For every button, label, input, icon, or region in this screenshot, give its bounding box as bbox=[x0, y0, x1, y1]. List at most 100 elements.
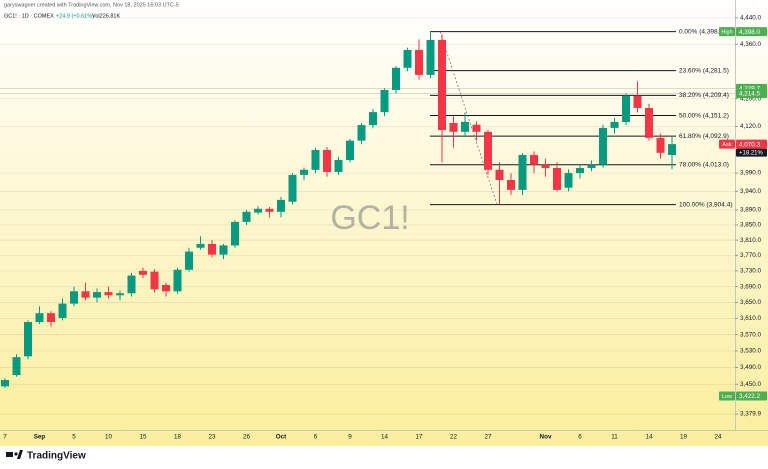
candle-body bbox=[472, 124, 481, 132]
candle-body bbox=[104, 292, 113, 296]
candle-body bbox=[564, 173, 573, 188]
candle-body bbox=[127, 275, 136, 294]
y-tick-label: 3,690.0 bbox=[740, 283, 762, 290]
brand: TradingView bbox=[27, 451, 86, 462]
candle-body bbox=[541, 164, 550, 168]
candle-body bbox=[116, 293, 124, 296]
candle-body bbox=[334, 160, 343, 172]
candle-body bbox=[449, 122, 458, 132]
candle-body bbox=[495, 169, 504, 181]
y-tick-label: 3,570.0 bbox=[740, 331, 762, 338]
candle-body bbox=[1, 380, 9, 387]
price-tag-label: 4,070.3 bbox=[739, 141, 761, 148]
candle-body bbox=[196, 243, 205, 248]
x-tick-label: 14 bbox=[381, 434, 389, 441]
change: +24.9 (+0.61%) bbox=[56, 13, 94, 19]
price-tag-name: Low bbox=[722, 394, 732, 400]
candle-body bbox=[300, 169, 308, 175]
candle-body bbox=[530, 154, 538, 165]
candle-body bbox=[242, 211, 251, 222]
x-tick-label: 18 bbox=[174, 434, 182, 441]
candle-body bbox=[35, 313, 44, 323]
candle-body bbox=[357, 125, 366, 141]
fib-label: 38.20% (4,209.4) bbox=[679, 92, 729, 99]
y-tick-label: 3,990.0 bbox=[740, 170, 762, 177]
candles bbox=[1, 31, 676, 389]
candle-body bbox=[162, 285, 170, 292]
price-tag-name: High bbox=[721, 30, 732, 36]
price-tag-name-box bbox=[719, 391, 735, 401]
y-tick-label: 4,120.0 bbox=[740, 123, 762, 130]
axis: 4,440.0 4,360.0 4,200.0 4,120.0 3,990.0 3,940… bbox=[3, 15, 767, 441]
watermark: GC1! bbox=[330, 199, 409, 237]
candle-body bbox=[403, 49, 412, 68]
candle-body bbox=[438, 39, 446, 131]
y-tick-label: 3,450.0 bbox=[740, 381, 762, 388]
y-tick-label: 3,890.0 bbox=[740, 207, 762, 214]
candle-body bbox=[265, 208, 274, 212]
price-tag-label: 4,229.7 bbox=[739, 86, 761, 93]
candle-body bbox=[668, 144, 676, 155]
candle-body bbox=[645, 107, 653, 138]
fib-label: 23.60% (4,281.5) bbox=[679, 67, 729, 74]
candle-body bbox=[288, 174, 297, 202]
candle-body bbox=[622, 95, 630, 122]
price-tag-name-box bbox=[719, 27, 735, 37]
price-tag bbox=[736, 27, 767, 37]
price-tag-label: 4,398.0 bbox=[739, 29, 761, 36]
candle-body bbox=[323, 149, 331, 172]
candle-body bbox=[507, 180, 515, 190]
candle-body bbox=[93, 292, 101, 298]
volume: Vol226.81K bbox=[92, 13, 120, 19]
candle-body bbox=[633, 95, 642, 108]
fib-label: 100.00% (3,904.4) bbox=[679, 201, 732, 208]
y-tick-label: 3,770.0 bbox=[740, 252, 762, 259]
candle-body bbox=[231, 221, 239, 246]
x-tick-label: 17 bbox=[415, 434, 423, 441]
candle-body bbox=[219, 245, 228, 255]
candle-body bbox=[380, 89, 389, 113]
candle-body bbox=[426, 39, 435, 75]
fib-label: 78.00% (4,013.0) bbox=[679, 161, 729, 168]
y-tick-label: 3,730.0 bbox=[740, 268, 762, 275]
price-tag bbox=[736, 139, 767, 149]
candle-body bbox=[599, 127, 607, 165]
candle-body bbox=[415, 49, 423, 75]
y-tick-label: 3,810.0 bbox=[740, 237, 762, 244]
fib-label: 0.00% (4,398.0) bbox=[679, 28, 725, 35]
x-tick-label: 10 bbox=[105, 434, 113, 441]
candle-body bbox=[461, 121, 469, 132]
x-tick-label: 7 bbox=[3, 434, 7, 441]
x-tick-label: 11 bbox=[611, 434, 618, 441]
candle-body bbox=[587, 164, 596, 168]
candle-body bbox=[656, 137, 665, 153]
candle-body bbox=[576, 167, 584, 174]
x-tick-label: 27 bbox=[484, 434, 492, 441]
x-tick-label: Nov bbox=[540, 434, 552, 441]
fib-label: 61.80% (4,092.9) bbox=[679, 133, 729, 140]
y-tick-label: 3,490.0 bbox=[740, 364, 762, 371]
y-tick-label: 3,610.0 bbox=[740, 315, 762, 322]
candle-body bbox=[392, 67, 400, 90]
candle-body bbox=[81, 291, 90, 298]
x-tick-label: 9 bbox=[348, 434, 352, 441]
candle-body bbox=[185, 251, 193, 270]
candle-body bbox=[553, 167, 561, 190]
candle-body bbox=[58, 303, 67, 319]
overlay: 0.00% (4,398.0) 23.60% (4,281.5) 38.20% (4… bbox=[430, 28, 732, 208]
y-tick-label: 3,940.0 bbox=[740, 188, 762, 195]
price-tag bbox=[736, 391, 767, 401]
y-tick-label: 3,850.0 bbox=[740, 222, 762, 229]
change-tag-label: +18.21% bbox=[739, 151, 764, 157]
price-tag-name: Ask bbox=[722, 142, 731, 148]
x-tick-label: 6 bbox=[578, 434, 582, 441]
candle-body bbox=[484, 131, 492, 170]
x-tick-label: 22 bbox=[450, 434, 458, 441]
price-tag bbox=[736, 89, 767, 99]
candle-body bbox=[610, 121, 619, 128]
candle-body bbox=[139, 270, 147, 275]
y-tick-label: 3,650.0 bbox=[740, 299, 762, 306]
candle-body bbox=[24, 322, 32, 357]
candle-body bbox=[254, 208, 262, 213]
